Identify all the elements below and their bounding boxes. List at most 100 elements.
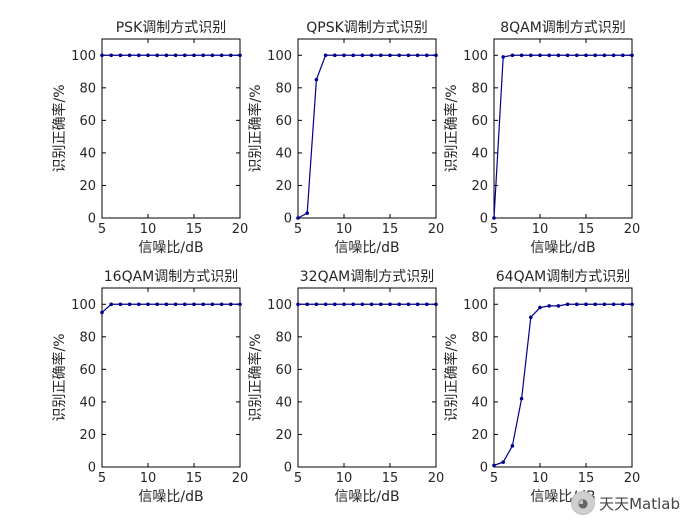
data-point [201, 302, 205, 307]
x-axis-label: 信噪比/dB [334, 489, 399, 505]
data-point [510, 53, 515, 58]
x-tick-label: 10 [140, 471, 157, 486]
axes-box [493, 38, 633, 219]
y-tick-label: 40 [79, 146, 96, 161]
data-point [379, 53, 383, 58]
x-axis-label: 信噪比/dB [530, 240, 595, 256]
data-point [314, 77, 319, 82]
y-axis-label: 识别正确率/% [51, 84, 68, 172]
x-tick-label: 5 [294, 471, 302, 486]
x-tick-label: 15 [578, 471, 595, 486]
data-point [323, 53, 328, 58]
data-point [118, 53, 123, 58]
y-tick-label: 20 [275, 179, 292, 194]
data-point [314, 302, 319, 307]
data-point [369, 53, 374, 58]
data-point [388, 53, 392, 58]
chart-title: 8QAM调制方式识别 [500, 20, 626, 36]
y-tick-label: 80 [79, 330, 96, 345]
data-point [538, 53, 542, 58]
data-point [155, 53, 159, 58]
data-point [219, 302, 224, 307]
y-tick-label: 40 [471, 395, 488, 410]
data-point [137, 302, 141, 307]
data-point [584, 302, 588, 307]
data-point [109, 53, 113, 58]
data-point [296, 302, 300, 307]
x-tick-label: 20 [624, 471, 641, 486]
series-line [297, 54, 436, 219]
data-point [630, 53, 634, 58]
y-tick-label: 20 [275, 428, 292, 443]
x-tick-label: 5 [98, 222, 106, 237]
data-point [201, 53, 205, 58]
data-point [630, 302, 634, 307]
data-point [210, 302, 215, 307]
y-tick-label: 80 [275, 330, 292, 345]
y-tick-label: 60 [275, 363, 292, 378]
data-point [621, 302, 625, 307]
data-point [611, 302, 616, 307]
data-point [397, 302, 402, 307]
data-point [146, 302, 150, 307]
chart-title: PSK调制方式识别 [116, 20, 227, 36]
y-tick-label: 0 [284, 212, 292, 227]
data-point [434, 302, 438, 307]
data-point [565, 53, 570, 58]
y-tick-label: 20 [471, 179, 488, 194]
chart-title: QPSK调制方式识别 [306, 20, 428, 36]
series-line [493, 54, 632, 219]
data-point [602, 53, 607, 58]
wechat-icon: ◕ [571, 491, 596, 515]
data-point [238, 53, 242, 58]
data-point [342, 302, 346, 307]
data-point [183, 302, 187, 307]
data-point [109, 302, 113, 307]
x-tick-label: 20 [624, 222, 641, 237]
data-point [434, 53, 438, 58]
data-point [360, 302, 365, 307]
x-tick-label: 10 [336, 222, 353, 237]
data-point [529, 315, 533, 320]
data-point [501, 55, 506, 59]
data-point [556, 53, 561, 58]
y-tick-label: 80 [79, 81, 96, 96]
y-tick-label: 100 [71, 298, 96, 313]
data-point [127, 53, 132, 58]
x-tick-label: 20 [428, 222, 445, 237]
data-point [210, 53, 215, 58]
data-point [538, 305, 542, 310]
y-tick-label: 100 [267, 298, 292, 313]
y-tick-label: 100 [71, 49, 96, 64]
data-point [547, 304, 551, 308]
data-point [238, 302, 242, 307]
data-point [342, 53, 346, 58]
data-point [333, 53, 337, 58]
y-tick-label: 0 [88, 461, 96, 476]
data-point [492, 216, 496, 220]
axes-box [297, 287, 437, 468]
data-point [556, 304, 561, 308]
data-point [164, 53, 169, 58]
x-tick-label: 20 [428, 471, 445, 486]
y-tick-label: 60 [471, 363, 488, 378]
data-point [296, 216, 300, 220]
data-point [229, 53, 233, 58]
data-point [155, 302, 159, 307]
y-tick-label: 60 [79, 114, 96, 129]
x-tick-label: 15 [186, 222, 203, 237]
y-axis-label: 识别正确率/% [247, 333, 264, 421]
y-tick-label: 100 [463, 298, 488, 313]
y-tick-label: 40 [275, 146, 292, 161]
data-point [529, 53, 533, 58]
chart-panel-6: 5 10 15 2002040608010064QAM调制方式识别信噪比/dB识别正确… [443, 269, 640, 505]
data-point [192, 53, 196, 58]
axes-box [101, 38, 241, 219]
watermark-text: 天天Matlab [599, 494, 680, 513]
data-point [229, 302, 233, 307]
axes-box [297, 38, 437, 219]
x-tick-label: 15 [186, 471, 203, 486]
y-tick-label: 100 [463, 49, 488, 64]
